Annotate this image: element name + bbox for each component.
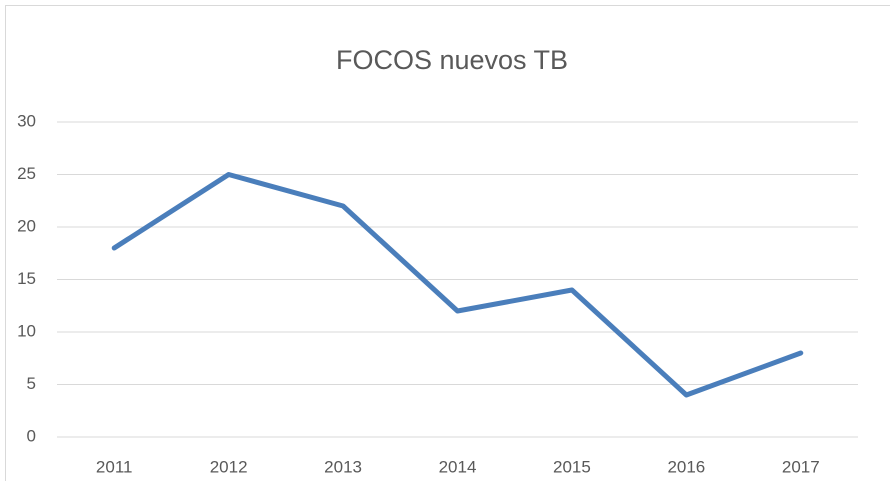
x-tick-label: 2012 <box>210 457 248 476</box>
x-tick-label: 2014 <box>439 457 477 476</box>
y-tick-label: 30 <box>17 111 36 130</box>
data-line <box>114 175 801 396</box>
x-tick-label: 2011 <box>96 457 133 476</box>
y-tick-label: 15 <box>17 269 36 288</box>
chart-title: FOCOS nuevos TB <box>336 45 568 75</box>
x-tick-label: 2013 <box>324 457 362 476</box>
y-tick-label: 10 <box>17 321 36 340</box>
y-tick-label: 5 <box>27 374 36 393</box>
y-tick-label: 0 <box>27 426 36 445</box>
y-tick-label: 20 <box>17 216 36 235</box>
y-tick-label: 25 <box>17 164 36 183</box>
chart-border <box>6 6 890 482</box>
x-tick-label: 2015 <box>553 457 591 476</box>
x-tick-label: 2017 <box>782 457 820 476</box>
x-tick-label: 2016 <box>667 457 705 476</box>
